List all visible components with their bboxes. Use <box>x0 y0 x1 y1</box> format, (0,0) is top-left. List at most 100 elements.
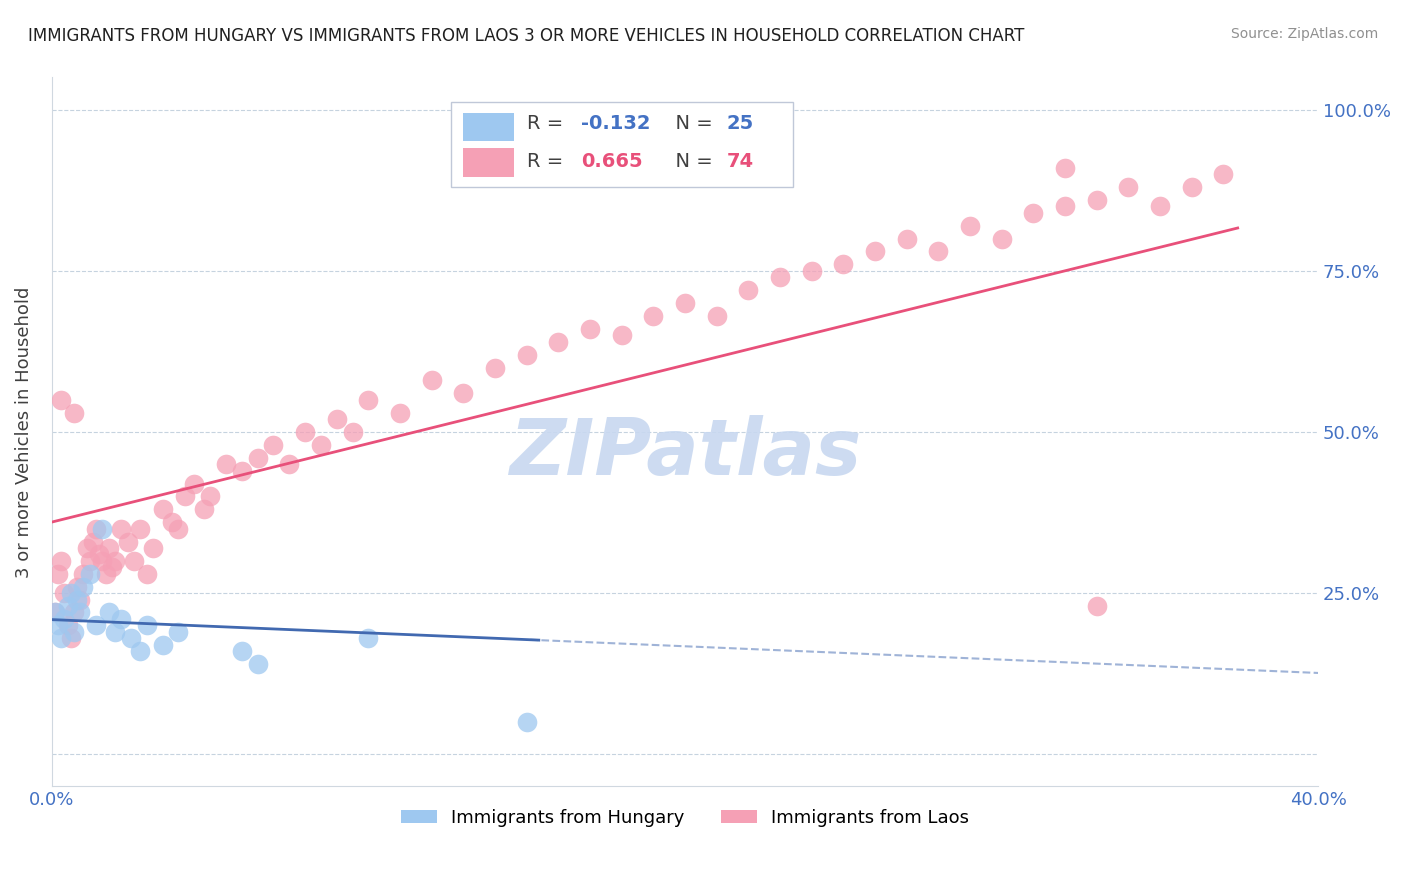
Point <box>46 566 69 581</box>
Point <box>309 438 332 452</box>
Point <box>152 502 174 516</box>
Point <box>193 502 215 516</box>
Point <box>357 632 380 646</box>
Point <box>1149 199 1171 213</box>
Point <box>69 606 91 620</box>
Point <box>152 638 174 652</box>
Point <box>959 219 981 233</box>
Point <box>1116 180 1139 194</box>
Point <box>59 586 82 600</box>
Point <box>84 522 107 536</box>
Point <box>76 541 98 555</box>
Point <box>610 328 633 343</box>
Point <box>357 392 380 407</box>
Point <box>673 296 696 310</box>
Legend: Immigrants from Hungary, Immigrants from Laos: Immigrants from Hungary, Immigrants from… <box>394 802 976 834</box>
Point <box>1212 167 1234 181</box>
Point <box>278 457 301 471</box>
Text: N =: N = <box>664 114 720 133</box>
Point <box>167 624 190 639</box>
Point <box>231 644 253 658</box>
Point <box>91 554 114 568</box>
Point <box>183 476 205 491</box>
Point <box>769 270 792 285</box>
FancyBboxPatch shape <box>464 113 515 141</box>
Point <box>737 283 759 297</box>
Y-axis label: 3 or more Vehicles in Household: 3 or more Vehicles in Household <box>15 286 32 578</box>
Point <box>53 612 76 626</box>
Point <box>104 554 127 568</box>
Point <box>1053 161 1076 175</box>
Point <box>94 566 117 581</box>
Point <box>246 657 269 671</box>
Point <box>63 624 86 639</box>
Point <box>579 322 602 336</box>
Point <box>91 522 114 536</box>
Point <box>53 586 76 600</box>
Point <box>120 632 142 646</box>
Point <box>56 599 79 613</box>
Text: Source: ZipAtlas.com: Source: ZipAtlas.com <box>1230 27 1378 41</box>
Point <box>129 522 152 536</box>
Point <box>44 606 66 620</box>
Text: R =: R = <box>527 152 569 170</box>
Point <box>388 406 411 420</box>
Point <box>1022 206 1045 220</box>
Point <box>56 618 79 632</box>
Point <box>135 618 157 632</box>
Text: ZIPatlas: ZIPatlas <box>509 416 860 491</box>
Point <box>896 231 918 245</box>
Point <box>484 360 506 375</box>
Point <box>69 592 91 607</box>
Point <box>51 392 73 407</box>
Point <box>89 548 111 562</box>
Point <box>97 541 120 555</box>
Point <box>51 554 73 568</box>
Point <box>59 632 82 646</box>
Point <box>129 644 152 658</box>
Point <box>122 554 145 568</box>
Point <box>63 606 86 620</box>
Point <box>262 438 284 452</box>
Point <box>72 580 94 594</box>
Point <box>63 406 86 420</box>
Point <box>1053 199 1076 213</box>
Text: 25: 25 <box>727 114 754 133</box>
Point <box>1180 180 1202 194</box>
Point <box>516 348 538 362</box>
Point <box>84 618 107 632</box>
Point <box>66 580 89 594</box>
Point <box>66 592 89 607</box>
FancyBboxPatch shape <box>451 103 793 187</box>
Point <box>643 309 665 323</box>
Point <box>453 386 475 401</box>
Text: 0.665: 0.665 <box>581 152 643 170</box>
Point <box>863 244 886 259</box>
Point <box>1085 193 1108 207</box>
Text: 74: 74 <box>727 152 754 170</box>
Point <box>832 257 855 271</box>
Point <box>117 534 139 549</box>
Point <box>160 515 183 529</box>
Point <box>215 457 238 471</box>
Point <box>516 714 538 729</box>
Point <box>927 244 949 259</box>
Point <box>990 231 1012 245</box>
Point <box>246 450 269 465</box>
Point <box>800 264 823 278</box>
Point <box>342 425 364 439</box>
Point <box>420 373 443 387</box>
Point <box>110 522 132 536</box>
Text: -0.132: -0.132 <box>581 114 651 133</box>
Point <box>104 624 127 639</box>
Point <box>51 632 73 646</box>
Point <box>101 560 124 574</box>
Point <box>44 606 66 620</box>
Point <box>167 522 190 536</box>
Point <box>142 541 165 555</box>
Point <box>97 606 120 620</box>
Text: N =: N = <box>664 152 720 170</box>
Point <box>82 534 104 549</box>
Point <box>1085 599 1108 613</box>
Point <box>547 334 569 349</box>
